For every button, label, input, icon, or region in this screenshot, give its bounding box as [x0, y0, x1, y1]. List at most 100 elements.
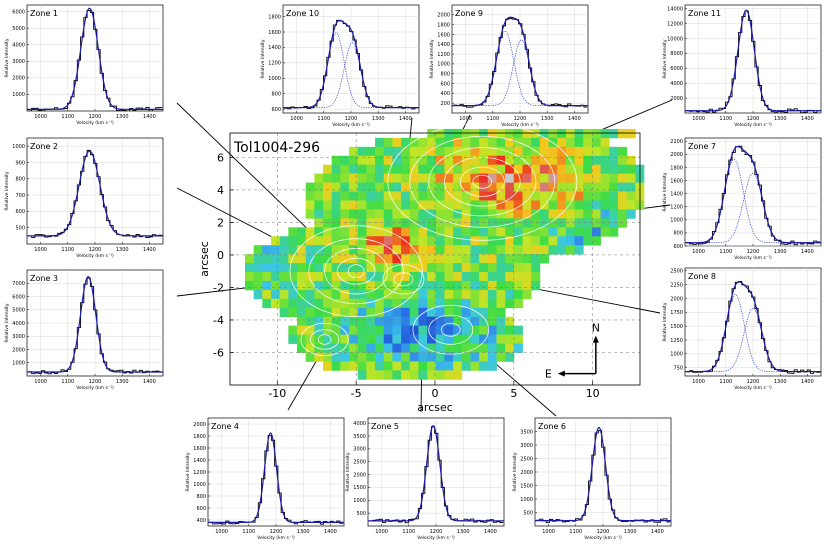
map-pixel [505, 352, 515, 362]
map-pixel [375, 298, 385, 309]
map-pixel [305, 280, 315, 291]
map-pixel [383, 227, 393, 237]
map-pixel [496, 245, 506, 255]
panel-y-tick-label: 2000 [670, 152, 683, 158]
map-pixel [453, 343, 463, 353]
map-pixel [444, 245, 454, 255]
panel-y-tick-label: 5000 [12, 308, 25, 314]
map-pixel [479, 280, 489, 291]
map-pixel [574, 236, 584, 246]
panel-x-tick-label: 1200 [747, 116, 760, 122]
map-pixel [323, 182, 333, 192]
map-pixel [427, 155, 437, 166]
map-pixel [357, 334, 367, 344]
map-pixel [591, 182, 601, 192]
map-pixel [453, 298, 463, 309]
map-pixel [392, 245, 402, 255]
map-pixel [522, 236, 532, 246]
map-pixel [435, 200, 445, 210]
map-x-tick-label: 10 [586, 387, 600, 400]
panel-zone-title: Zone 6 [538, 422, 566, 431]
map-pixel [600, 209, 610, 219]
map-pixel [444, 280, 454, 291]
map-pixel [323, 164, 333, 175]
map-pixel [392, 164, 402, 175]
map-pixel [331, 263, 341, 273]
map-pixel [470, 280, 480, 291]
map-pixel [531, 272, 541, 282]
map-pixel [565, 164, 575, 175]
map-pixel [444, 272, 454, 282]
map-pixel [565, 200, 575, 210]
panel-x-tick-label: 1400 [484, 529, 497, 535]
contour-line [412, 304, 490, 355]
map-pixel [383, 307, 393, 318]
map-pixel [539, 191, 549, 201]
map-pixel [444, 200, 454, 210]
map-pixel [366, 352, 376, 362]
map-pixel [297, 343, 307, 353]
map-pixel [314, 272, 324, 282]
map-pixel [513, 280, 523, 291]
map-pixel [609, 146, 619, 157]
map-pixel [453, 137, 463, 148]
panel-y-tick-label: 800 [673, 231, 683, 237]
map-pixel [531, 155, 541, 166]
map-pixel [496, 298, 506, 309]
contour-line [409, 135, 556, 228]
map-pixel [617, 182, 627, 192]
map-pixel [288, 272, 298, 282]
map-pixel [392, 307, 402, 318]
map-pixel [375, 325, 385, 335]
map-pixel [297, 245, 307, 255]
panel-y-tick-label: 700 [15, 193, 25, 199]
map-y-tick-label: 0 [217, 249, 224, 262]
panel-y-tick-label: 10000 [667, 36, 683, 42]
map-pixel [383, 298, 393, 309]
panel-y-tick-label: 6000 [12, 294, 25, 300]
map-pixel [427, 289, 437, 300]
contour-line [387, 122, 578, 241]
map-pixel [418, 200, 428, 210]
map-pixel [505, 334, 515, 344]
panel-y-tick-label: 600 [673, 244, 683, 250]
map-pixel [513, 245, 523, 255]
map-pixel [279, 254, 289, 264]
map-pixel [487, 164, 497, 175]
map-pixel [479, 182, 489, 192]
map-pixel [366, 218, 376, 228]
map-pixel [383, 361, 393, 371]
map-pixel [331, 298, 341, 309]
map-pixel [427, 245, 437, 255]
map-pixel [435, 316, 445, 327]
map-pixel [383, 280, 393, 291]
map-pixel [600, 164, 610, 175]
map-x-tick-label: -10 [268, 387, 286, 400]
map-pixel [340, 263, 350, 273]
map-pixel [487, 137, 497, 148]
map-pixel [548, 173, 558, 183]
map-pixel [349, 236, 359, 246]
map-pixel [392, 236, 402, 246]
map-pixel [323, 352, 333, 362]
map-pixel [479, 316, 489, 327]
map-pixel [617, 146, 627, 157]
map-pixel [435, 236, 445, 246]
map-pixel [401, 182, 411, 192]
contour-line [382, 264, 425, 295]
map-pixel [583, 218, 593, 228]
map-pixel [583, 182, 593, 192]
map-pixel [323, 325, 333, 335]
spectrum-panel-zone-4: 1000 1100 1200 1300 1400 400 600 800 1000 1200 140… [185, 417, 345, 541]
map-pixel [401, 334, 411, 344]
map-pixel [583, 137, 593, 148]
map-pixel [470, 352, 480, 362]
map-pixel [392, 289, 402, 300]
map-pixel [418, 245, 428, 255]
map-pixel [288, 289, 298, 300]
map-pixel [366, 191, 376, 201]
map-pixel [522, 137, 532, 148]
panel-y-axis-label: Relative Intensity [512, 452, 518, 492]
map-pixel [409, 137, 419, 148]
map-pixel [244, 272, 255, 282]
